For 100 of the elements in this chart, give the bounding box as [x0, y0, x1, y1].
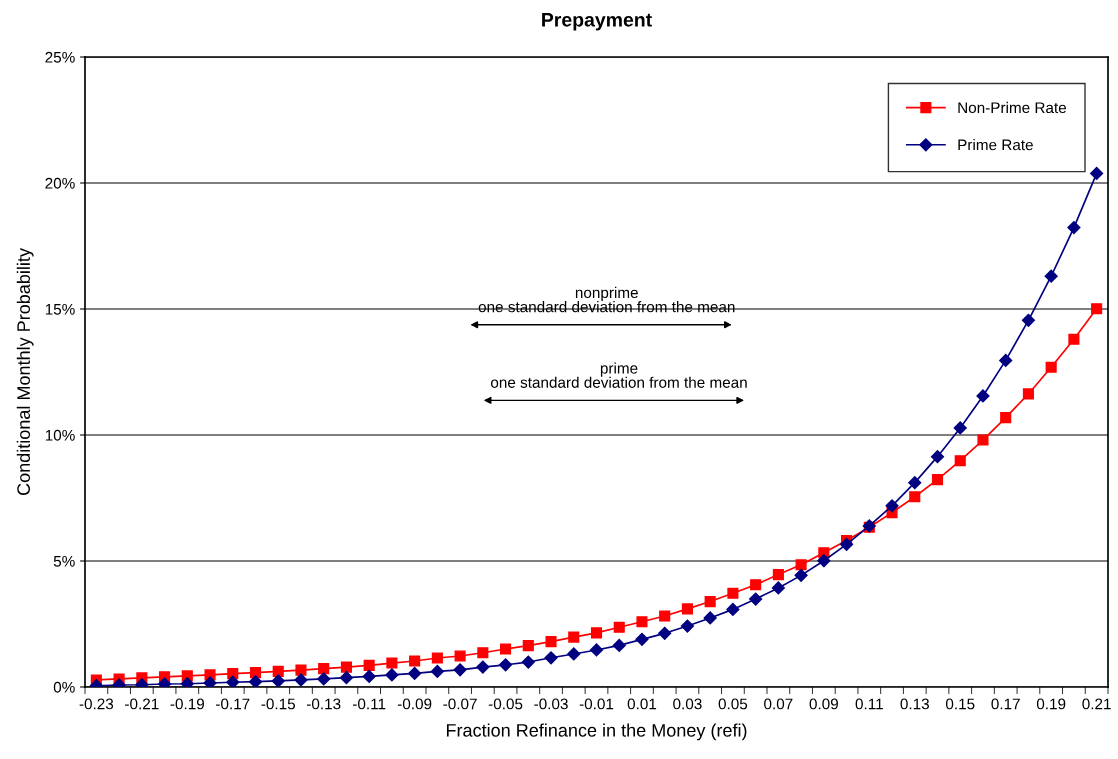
point	[295, 664, 307, 676]
x-tick-label: 0.05	[718, 698, 748, 710]
y-tick-label: 0%	[53, 681, 75, 693]
point	[1090, 166, 1104, 181]
point	[500, 643, 512, 655]
point	[749, 592, 763, 606]
x-tick-label: -0.19	[170, 698, 204, 710]
x-tick-label: -0.21	[125, 698, 159, 710]
x-tick-label: 0.19	[1036, 698, 1066, 710]
point	[521, 655, 535, 669]
point	[522, 640, 534, 652]
point	[430, 664, 444, 678]
point	[680, 619, 695, 633]
point	[544, 651, 558, 665]
point	[272, 665, 284, 677]
point	[931, 474, 944, 486]
x-tick-label: -0.07	[443, 698, 477, 710]
x-tick-label: -0.15	[261, 698, 296, 710]
y-tick-label: 5%	[53, 555, 75, 567]
point	[408, 666, 422, 680]
point	[476, 660, 490, 674]
x-axis-title: Fraction Refinance in the Money (refi)	[446, 723, 747, 741]
x-tick-label: -0.11	[353, 698, 386, 710]
point	[545, 636, 557, 648]
x-tick-label: -0.17	[216, 698, 250, 710]
x-tick-label: 0.11	[855, 698, 883, 710]
point	[180, 677, 194, 687]
point	[1021, 313, 1036, 327]
y-axis-title: Conditional Monthly Probability	[16, 248, 34, 496]
point	[294, 673, 308, 687]
point	[659, 610, 671, 622]
point	[248, 675, 263, 687]
x-tick-label: 0.13	[900, 698, 929, 710]
point	[794, 568, 808, 582]
x-tick-label: 0.21	[1082, 698, 1111, 710]
point	[930, 450, 945, 464]
point	[635, 632, 649, 646]
legend-label: Non-Prime Rate	[958, 101, 1067, 114]
point	[839, 537, 854, 551]
x-tick-label: 0.15	[945, 698, 975, 710]
point	[954, 455, 966, 467]
point	[1000, 412, 1012, 424]
point	[590, 627, 603, 639]
point	[568, 631, 580, 643]
point	[727, 587, 739, 599]
point	[1045, 361, 1057, 373]
point	[1068, 333, 1080, 345]
point	[909, 491, 921, 503]
point	[340, 661, 352, 673]
point	[772, 569, 784, 581]
x-tick-label: -0.09	[397, 698, 432, 710]
point	[363, 659, 375, 671]
x-tick-label: 0.01	[627, 698, 657, 710]
x-tick-label: -0.01	[579, 698, 614, 710]
point	[953, 421, 967, 435]
point	[454, 650, 466, 662]
y-tick-label: 25%	[45, 51, 75, 63]
point	[704, 596, 716, 608]
point	[567, 647, 581, 661]
point	[1044, 269, 1058, 283]
point	[589, 643, 604, 657]
point	[817, 554, 831, 568]
point	[226, 675, 240, 687]
point	[750, 579, 762, 591]
point	[908, 476, 922, 490]
annotation: prime one standard deviation from the mean	[490, 362, 747, 388]
y-tick-label: 20%	[45, 177, 75, 189]
point	[477, 647, 489, 659]
chart-title: Prepayment	[542, 13, 652, 31]
point	[385, 668, 399, 682]
point	[771, 581, 785, 595]
point	[498, 658, 513, 672]
point	[681, 603, 693, 615]
point	[1022, 388, 1034, 400]
point	[318, 663, 330, 675]
point	[999, 353, 1013, 367]
x-tick-label: 0.09	[809, 698, 838, 710]
point	[203, 676, 217, 687]
y-tick-label: 15%	[45, 303, 75, 315]
x-tick-label: -0.03	[534, 698, 568, 710]
point	[317, 672, 331, 686]
point	[339, 671, 354, 685]
point	[977, 434, 989, 446]
point	[795, 559, 807, 571]
x-tick-label: 0.03	[673, 698, 702, 710]
point	[703, 611, 717, 625]
point	[885, 499, 899, 513]
point	[613, 621, 625, 633]
point	[658, 626, 672, 640]
point	[1091, 303, 1103, 315]
point	[431, 652, 443, 664]
point	[976, 389, 990, 403]
annotation: nonprime one standard deviation from the mean	[478, 286, 735, 313]
x-tick-label: 0.07	[764, 698, 793, 710]
point	[636, 616, 648, 628]
y-tick-label: 10%	[45, 429, 75, 441]
point	[1067, 221, 1081, 235]
x-tick-label: -0.23	[79, 698, 114, 710]
x-tick-label: 0.17	[991, 698, 1020, 710]
x-tick-label: -0.13	[306, 698, 341, 710]
